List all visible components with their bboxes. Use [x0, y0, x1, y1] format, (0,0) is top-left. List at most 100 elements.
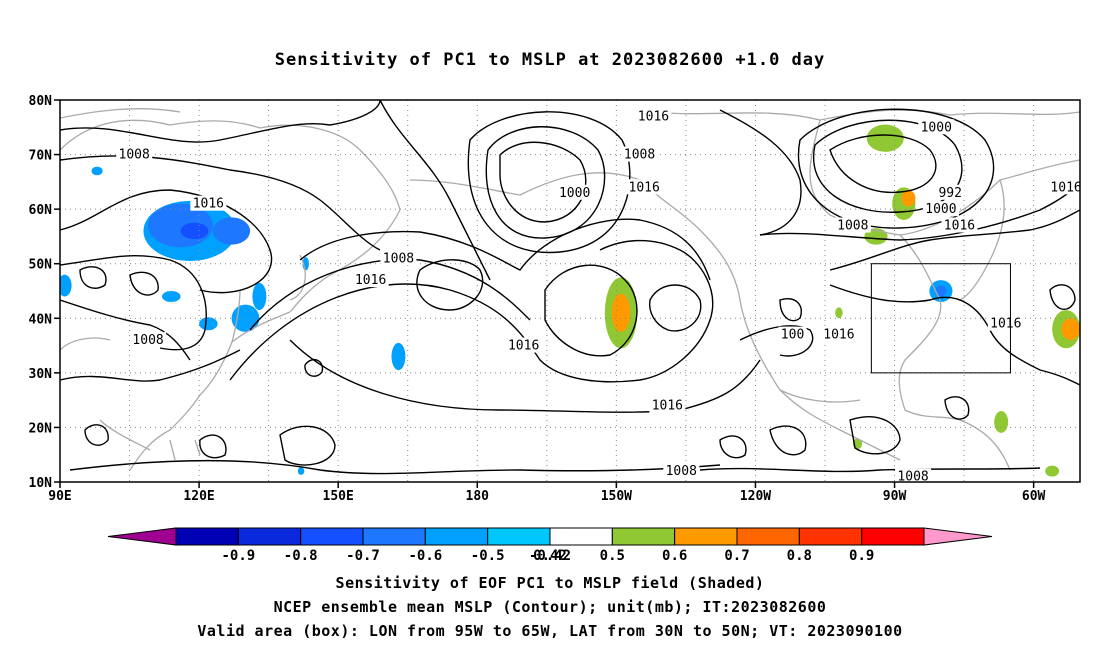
mslp-contour: [759, 179, 1080, 241]
mslp-contour: [499, 141, 587, 223]
contour-label-bg: [918, 119, 955, 135]
coastline: [959, 179, 1005, 301]
sensitivity-patch: [180, 222, 209, 240]
colorbar-label: 0.6: [662, 548, 687, 564]
mslp-contour: [279, 425, 336, 466]
sensitivity-patch: [611, 293, 631, 332]
mslp-contour: [944, 396, 970, 420]
figure-title: Sensitivity of PC1 to MSLP at 2023082600…: [274, 50, 826, 70]
mslp-contour: [60, 349, 241, 382]
sensitivity-patch: [866, 124, 904, 152]
contour-label: 1000: [921, 120, 952, 135]
lat-tick-label: 70N: [29, 149, 53, 164]
contour-label-bg: [635, 108, 672, 124]
mslp-contour: [60, 122, 331, 143]
mslp-contour: [719, 109, 802, 236]
contour-label: 1016: [652, 399, 683, 414]
coastline: [99, 419, 151, 451]
sensitivity-patch: [213, 217, 251, 245]
sensitivity-patch: [60, 274, 72, 297]
contour-label-bg: [116, 146, 153, 162]
sensitivity-patch: [994, 411, 1009, 433]
contour-label-bg: [352, 272, 389, 288]
sensitivity-patch: [901, 190, 916, 207]
mslp-contour: [849, 416, 901, 455]
contour-label: 1008: [666, 464, 697, 479]
contour-label: 1008: [624, 148, 655, 163]
sensitivity-patch: [835, 307, 843, 319]
lon-tick-label: 150W: [601, 489, 632, 504]
lon-tick-label: 90W: [883, 489, 907, 504]
contour-label: 1008: [897, 470, 928, 485]
lon-tick-label: 60W: [1022, 489, 1046, 504]
colorbar-label: 0.5: [600, 548, 625, 564]
mslp-contour: [84, 424, 109, 446]
lat-tick-label: 50N: [29, 258, 53, 273]
contour-label: 992: [938, 186, 961, 201]
colorbar-label: -0.9: [221, 548, 255, 564]
mslp-contour: [467, 111, 631, 254]
contour-label: 1000: [925, 202, 956, 217]
mslp-contour: [199, 434, 227, 459]
contour-label-bg: [778, 326, 807, 342]
mslp-contour: [304, 358, 324, 377]
mslp-contour: [60, 299, 191, 361]
coastline: [289, 254, 306, 301]
contour-label-bg: [820, 326, 857, 342]
colorbar-swatch: [237, 527, 302, 546]
contour-label-bg: [130, 332, 167, 348]
coastline: [169, 439, 201, 461]
colorbar-label: -0.42: [529, 548, 571, 564]
contour-label: 1008: [119, 148, 150, 163]
caption-line-1: Sensitivity of EOF PC1 to MSLP field (Sh…: [335, 574, 765, 592]
colorbar-low-extension: [107, 527, 177, 546]
colorbar-swatch: [861, 527, 925, 546]
coastline: [779, 389, 861, 403]
colorbar-label: 0.42: [533, 548, 567, 564]
coastline: [639, 109, 1080, 121]
contour-label: 100: [781, 328, 804, 343]
contour-label-bg: [936, 184, 965, 200]
sensitivity-patch: [91, 166, 103, 176]
contour-label-bg: [649, 397, 686, 413]
contour-label: 1016: [508, 339, 539, 354]
contour-label: 1008: [837, 219, 868, 234]
coastline: [60, 108, 181, 119]
contour-label-bg: [505, 337, 542, 353]
coastline: [809, 119, 942, 411]
mslp-contour: [485, 126, 606, 239]
colorbar-swatch: [487, 527, 551, 546]
contour-label-bg: [941, 217, 978, 233]
colorbar-label: 0.9: [849, 548, 874, 564]
mslp-contour: [769, 425, 807, 456]
colorbar-swatch: [300, 527, 364, 546]
mslp-contour: [329, 100, 381, 126]
colorbar-label: 0.7: [724, 548, 749, 564]
colorbar: -0.9 -0.8 -0.7 -0.6 -0.5 -0.420.42 0.5 0.6 0.7 0.…: [107, 527, 993, 564]
lon-tick-label: 150E: [323, 489, 354, 504]
lon-tick-label: 90E: [48, 489, 71, 504]
lat-tick-label: 60N: [29, 203, 53, 218]
lon-tick-label: 120W: [740, 489, 771, 504]
contour-label-bg: [621, 146, 658, 162]
sensitivity-patch: [162, 291, 181, 302]
mslp-contour: [648, 284, 702, 332]
contour-label: 1016: [990, 317, 1021, 332]
mslp-contour: [829, 134, 937, 194]
mslp-contour: [299, 218, 711, 281]
lat-tick-label: 10N: [29, 476, 53, 491]
colorbar-label: -0.7: [346, 548, 380, 564]
coastline: [904, 409, 1011, 471]
sensitivity-patch: [199, 317, 218, 331]
contour-label: 1016: [193, 197, 224, 212]
colorbar-label: -0.8: [284, 548, 318, 564]
plot-frame: [59, 99, 1081, 483]
contour-label-bg: [987, 315, 1024, 331]
colorbar-label: 0.8: [787, 548, 812, 564]
valid-area-box: [870, 263, 1011, 374]
contour-label: 1008: [132, 333, 163, 348]
colorbar-swatch: [611, 527, 676, 546]
coastline: [409, 172, 901, 461]
mslp-contour: [60, 255, 207, 351]
mslp-contour: [79, 266, 107, 289]
